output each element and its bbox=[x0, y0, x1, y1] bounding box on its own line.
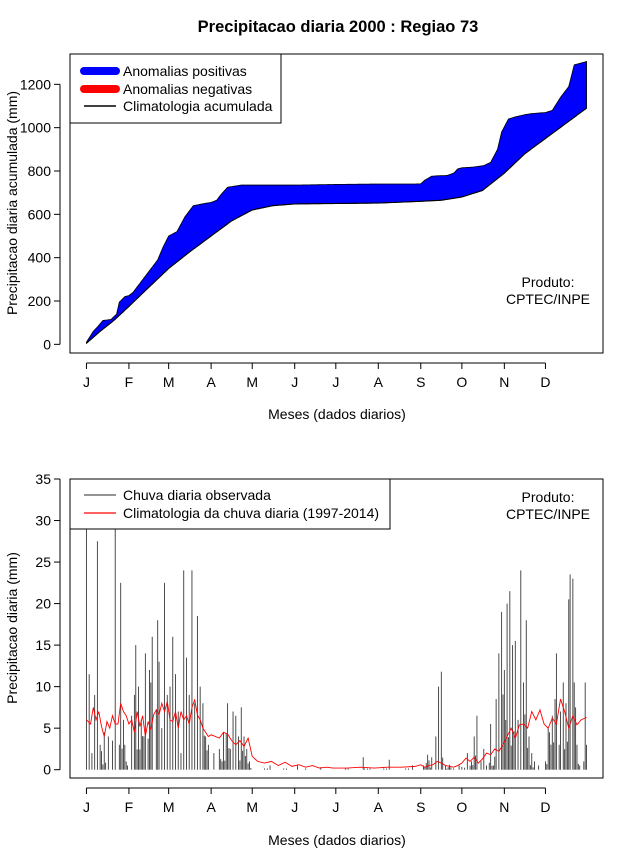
cumulative-ylabel: Precipitacao diaria acumulada (mm) bbox=[4, 91, 20, 315]
cumulative-x-tick-label: J bbox=[332, 374, 339, 390]
legend-label-climatology: Climatologia acumulada bbox=[123, 98, 273, 114]
daily-x-tick-label: J bbox=[291, 799, 298, 815]
legend-label-daily-climatology: Climatologia da chuva diaria (1997-2014) bbox=[123, 505, 379, 521]
cumulative-y-tick-label: 1200 bbox=[20, 76, 51, 92]
daily-annotation-line1: Produto: bbox=[522, 489, 575, 505]
daily-y-tick-label: 20 bbox=[35, 596, 51, 612]
daily-y-tick-label: 10 bbox=[35, 679, 51, 695]
daily-x-tick-label: D bbox=[540, 799, 550, 815]
legend-label-positive: Anomalias positivas bbox=[123, 63, 247, 79]
cumulative-legend: Anomalias positivas Anomalias negativas … bbox=[69, 53, 282, 124]
daily-annotation-line2: CPTEC/INPE bbox=[506, 506, 590, 522]
cumulative-y-tick-label: 400 bbox=[28, 250, 52, 266]
cumulative-y-tick-label: 1000 bbox=[20, 120, 51, 136]
cumulative-xlabel: Meses (dados diarios) bbox=[268, 406, 406, 422]
daily-y-tick-label: 25 bbox=[35, 554, 51, 570]
daily-panel: Precipitacao diaria (mm) Meses (dados di… bbox=[4, 471, 604, 848]
cumulative-x-tick-label: J bbox=[83, 374, 90, 390]
cumulative-x-tick-label: D bbox=[540, 374, 550, 390]
legend-label-observed-rain: Chuva diaria observada bbox=[123, 487, 271, 503]
chart-title: Precipitacao diaria 2000 : Regiao 73 bbox=[198, 18, 479, 36]
legend-label-negative: Anomalias negativas bbox=[123, 81, 252, 97]
cumulative-x-tick-label: J bbox=[291, 374, 298, 390]
cumulative-y-tick-label: 800 bbox=[28, 163, 52, 179]
daily-x-tick-label: M bbox=[163, 799, 175, 815]
cumulative-x-tick-label: A bbox=[206, 374, 216, 390]
cumulative-y-tick-label: 600 bbox=[28, 206, 52, 222]
daily-y-tick-label: 35 bbox=[35, 471, 51, 487]
cumulative-annotation-line2: CPTEC/INPE bbox=[506, 291, 590, 307]
daily-legend: Chuva diaria observada Climatologia da c… bbox=[69, 478, 391, 530]
daily-x-tick-label: F bbox=[125, 799, 134, 815]
cumulative-x-tick-label: A bbox=[374, 374, 384, 390]
daily-xlabel: Meses (dados diarios) bbox=[268, 832, 406, 848]
daily-y-tick-label: 30 bbox=[35, 513, 51, 529]
daily-y-tick-label: 0 bbox=[43, 762, 51, 778]
cumulative-x-tick-label: S bbox=[416, 374, 425, 390]
daily-x-tick-label: J bbox=[332, 799, 339, 815]
daily-x-tick-label: M bbox=[246, 799, 258, 815]
cumulative-x-tick-label: M bbox=[246, 374, 258, 390]
daily-x-tick-label: O bbox=[456, 799, 467, 815]
cumulative-x-tick-label: M bbox=[163, 374, 175, 390]
cumulative-climatology-line bbox=[86, 107, 587, 344]
cumulative-y-tick-label: 200 bbox=[28, 293, 52, 309]
daily-x-tick-label: J bbox=[83, 799, 90, 815]
daily-x-tick-label: N bbox=[499, 799, 509, 815]
daily-x-tick-label: A bbox=[374, 799, 384, 815]
daily-ylabel: Precipitacao diaria (mm) bbox=[4, 552, 20, 704]
cumulative-plot-frame bbox=[69, 53, 604, 354]
daily-x-tick-label: A bbox=[206, 799, 216, 815]
cumulative-panel: Precipitacao diaria acumulada (mm) Meses… bbox=[4, 53, 604, 422]
cumulative-x-tick-label: O bbox=[456, 374, 467, 390]
cumulative-x-tick-label: F bbox=[125, 374, 134, 390]
daily-legend-box bbox=[69, 478, 391, 530]
daily-y-tick-label: 15 bbox=[35, 637, 51, 653]
cumulative-x-tick-label: N bbox=[499, 374, 509, 390]
daily-y-tick-label: 5 bbox=[43, 720, 51, 736]
daily-x-tick-label: S bbox=[416, 799, 425, 815]
daily-climatology-line bbox=[86, 698, 587, 769]
cumulative-y-tick-label: 0 bbox=[43, 336, 51, 352]
cumulative-annotation-line1: Produto: bbox=[522, 274, 575, 290]
